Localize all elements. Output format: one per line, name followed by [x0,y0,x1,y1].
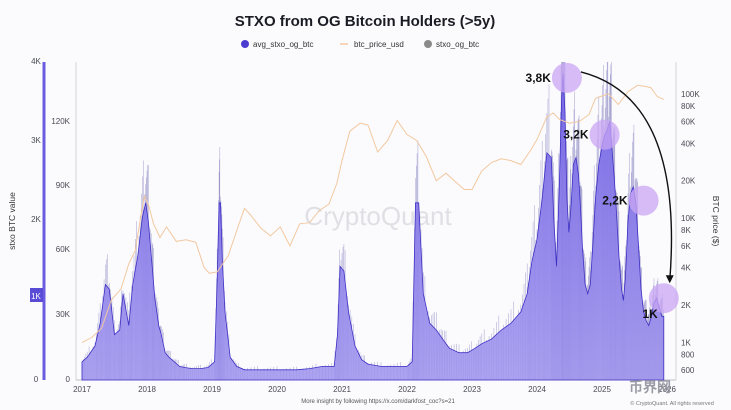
x-axis-ticks: 2017 2018 2019 2020 2021 2022 2023 2024 … [73,385,676,394]
x-tick: 2024 [528,385,546,394]
legend-item-btc-price[interactable]: btc_price_usd [340,40,404,49]
legend-label-btc-price: btc_price_usd [354,40,404,49]
y-right-tick: 600 [681,366,695,375]
x-tick: 2020 [268,385,286,394]
y-inner-tick: 60K [56,245,71,254]
annotation-peak-4: 1K [642,283,679,321]
y-outer-tick-highlight: 1K [31,292,41,301]
y-outer-tick: 4K [31,57,41,66]
x-tick: 2025 [593,385,611,394]
y-right-tick: 40K [681,139,696,148]
annotations: 3,8K 3,2K 2,2K 1K [526,62,679,321]
trend-arrow [580,71,673,281]
y-right-tick: 100K [681,90,700,99]
footer-link[interactable]: More insight by following https://x.com/… [301,399,455,405]
annotation-peak-3: 2,2K [602,185,659,216]
annotation-circle [628,185,659,216]
annotation-circle [648,283,679,314]
annotation-label: 1K [642,307,658,321]
avg-stxo-area [81,73,665,381]
x-tick: 2022 [398,385,416,394]
annotation-label: 3,8K [526,71,552,85]
trend-arrowhead [665,275,674,284]
x-tick: 2023 [463,385,481,394]
y-right-tick: 1K [681,339,691,348]
y-right-tick: 20K [681,177,696,186]
copyright: © CryptoQuant. All rights reserved [630,400,714,407]
y-axis-right-title: BTC price ($) [711,196,721,247]
legend-item-avg-stxo[interactable]: avg_stxo_og_btc [241,40,314,49]
y-inner-tick: 120K [51,117,70,126]
y-right-tick: 80K [681,102,696,111]
y-right-tick: 10K [681,214,696,223]
annotation-label: 2,2K [602,194,628,208]
x-tick: 2017 [73,385,91,394]
y-right-tick: 6K [681,242,691,251]
y-right-tick: 800 [681,351,695,360]
annotation-label: 3,2K [563,128,589,142]
watermark: CryptoQuant [304,201,452,231]
y-right-tick: 8K [681,226,691,235]
y-outer-tick: 3K [31,136,41,145]
legend-label-avg-stxo: avg_stxo_og_btc [253,40,314,49]
annotation-peak-1: 3,8K [526,62,582,93]
x-tick: 2018 [138,385,156,394]
y-inner-tick: 90K [56,181,71,190]
y-axis-left-inner: 120K 90K 60K 30K 0 [51,117,70,384]
legend-marker-stxo [424,40,432,48]
annotation-circle [589,119,620,150]
y-outer-tick: 0 [34,375,39,384]
y-right-tick: 4K [681,264,691,273]
y-inner-tick: 30K [56,310,71,319]
annotation-circle [551,62,582,93]
legend-marker-avg-stxo [241,40,249,48]
legend-item-stxo[interactable]: stxo_og_btc [424,40,479,49]
y-axis-highlight-box [30,288,43,302]
x-tick: 2021 [333,385,351,394]
y-inner-tick: 0 [66,375,71,384]
chart-title: STXO from OG Bitcoin Holders (>5y) [235,13,495,30]
y-axis-left-title: stxo BTC value [7,192,17,250]
y-axis-right: 100K 80K 60K 40K 20K 10K 8K 6K 4K 2K 1K … [681,90,700,375]
legend-label-stxo: stxo_og_btc [436,40,479,49]
legend: avg_stxo_og_btc btc_price_usd stxo_og_bt… [241,40,479,49]
x-tick: 2019 [203,385,221,394]
x-tick: 2026 [658,385,676,394]
y-outer-tick: 2K [31,215,41,224]
brand-mark: 币界网 [629,379,671,395]
y-right-tick: 60K [681,117,696,126]
y-axis-left-outer: stxo BTC value 4K 3K 2K 1K 0 [7,57,46,384]
btc-price-line [81,84,665,344]
annotation-peak-2: 3,2K [563,119,620,150]
y-right-tick: 2K [681,301,691,310]
